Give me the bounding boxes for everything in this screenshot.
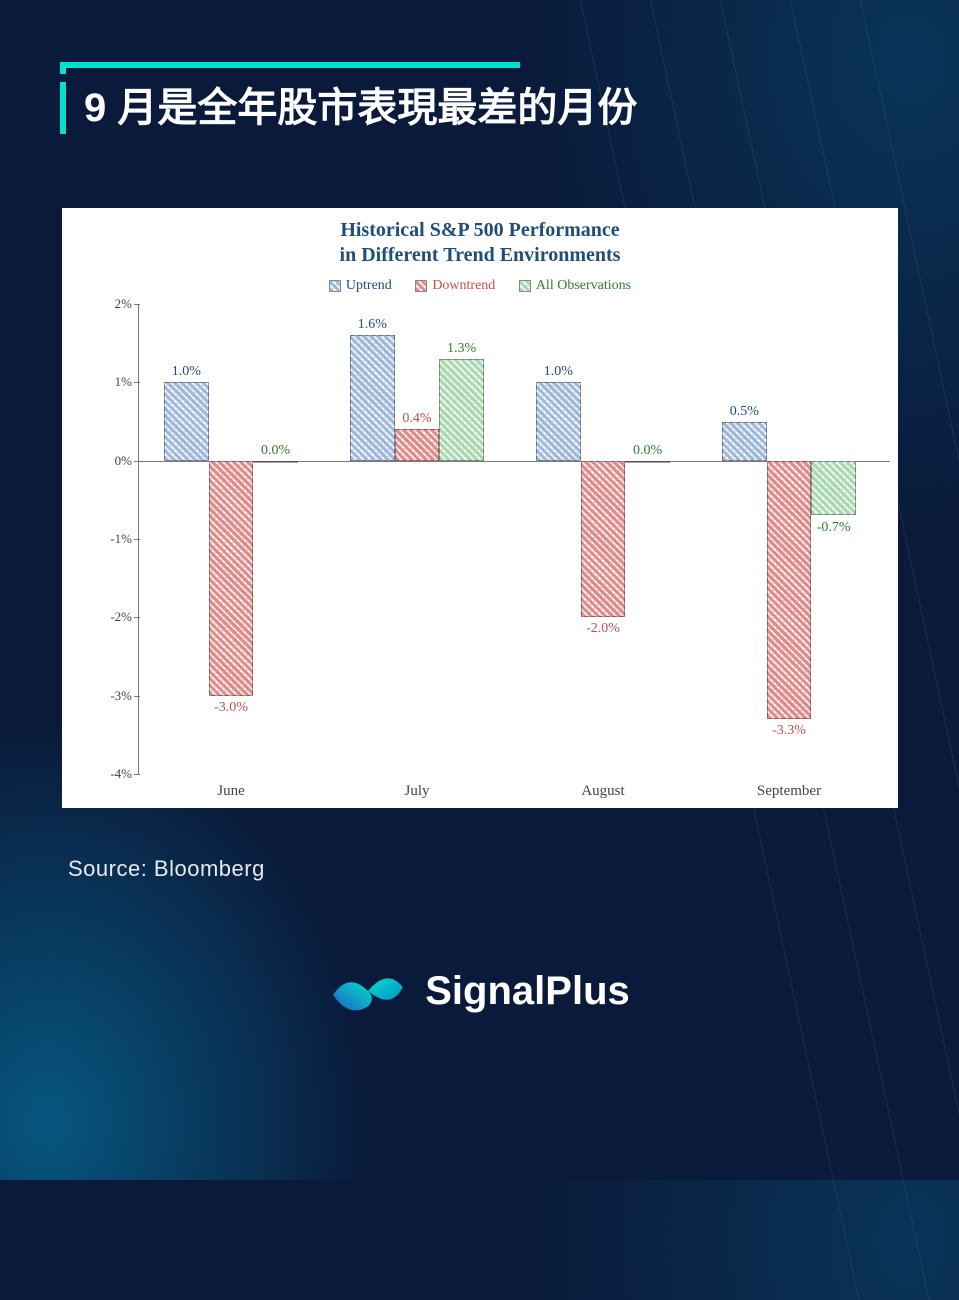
y-tick-label: 0%	[98, 453, 132, 469]
chart-title-line1: Historical S&P 500 Performance	[340, 219, 619, 241]
bar-value-label: -3.0%	[214, 700, 248, 716]
chart-legend: Uptrend Downtrend All Observations	[62, 278, 898, 297]
header: 9 月是全年股市表現最差的月份	[60, 62, 899, 134]
y-tick-mark	[134, 304, 140, 305]
bar-value-label: 1.6%	[358, 317, 387, 333]
y-tick-label: -3%	[98, 688, 132, 704]
brand-name: SignalPlus	[425, 969, 630, 1014]
legend-swatch-all	[519, 280, 531, 292]
x-category-label: September	[757, 783, 821, 800]
y-tick-mark	[134, 696, 140, 697]
chart-plot-area: -4%-3%-2%-1%0%1%2%June1.0%-3.0%0.0%July1…	[100, 304, 890, 774]
brand-footer: SignalPlus	[0, 960, 959, 1022]
chart-title-line2: in Different Trend Environments	[340, 244, 621, 266]
y-tick-mark	[134, 461, 140, 462]
y-tick-label: 2%	[98, 296, 132, 312]
brand-logo-icon	[329, 960, 407, 1022]
bar-value-label: -0.7%	[817, 520, 851, 536]
bar	[767, 461, 812, 720]
x-category-label: August	[581, 783, 624, 800]
bar-value-label: 1.0%	[544, 364, 573, 380]
bar	[350, 335, 395, 460]
bar	[395, 429, 440, 460]
bar	[581, 461, 626, 618]
source-attribution: Source: Bloomberg	[68, 856, 265, 882]
bar	[439, 359, 484, 461]
bar-value-label: 1.3%	[447, 341, 476, 357]
chart-panel: Historical S&P 500 Performance in Differ…	[62, 208, 898, 808]
page-title: 9 月是全年股市表現最差的月份	[60, 82, 899, 134]
bar-value-label: 0.4%	[402, 411, 431, 427]
bar-value-label: -3.3%	[772, 723, 806, 739]
bar-value-label: 0.0%	[261, 443, 290, 459]
x-category-label: July	[404, 783, 429, 800]
bar	[536, 382, 581, 460]
y-tick-label: 1%	[98, 374, 132, 390]
y-tick-mark	[134, 774, 140, 775]
bar	[811, 461, 856, 516]
legend-item-uptrend: Uptrend	[329, 278, 392, 294]
bar	[253, 461, 298, 463]
bar-value-label: 1.0%	[172, 364, 201, 380]
legend-item-downtrend: Downtrend	[415, 278, 495, 294]
legend-label-downtrend: Downtrend	[432, 278, 495, 294]
legend-swatch-downtrend	[415, 280, 427, 292]
y-tick-label: -4%	[98, 766, 132, 782]
bar-value-label: 0.5%	[730, 404, 759, 420]
x-category-label: June	[217, 783, 245, 800]
legend-label-uptrend: Uptrend	[346, 278, 392, 294]
y-tick-mark	[134, 382, 140, 383]
legend-swatch-uptrend	[329, 280, 341, 292]
bar	[722, 422, 767, 461]
bar-value-label: 0.0%	[633, 443, 662, 459]
y-tick-mark	[134, 539, 140, 540]
bar	[625, 461, 670, 463]
bar	[164, 382, 209, 460]
y-tick-label: -2%	[98, 609, 132, 625]
legend-label-all: All Observations	[536, 278, 631, 294]
chart-title: Historical S&P 500 Performance in Differ…	[62, 218, 898, 268]
bar	[209, 461, 254, 696]
y-tick-mark	[134, 617, 140, 618]
y-tick-label: -1%	[98, 531, 132, 547]
legend-item-all: All Observations	[519, 278, 631, 294]
header-accent-bar	[60, 62, 520, 74]
bar-value-label: -2.0%	[586, 621, 620, 637]
